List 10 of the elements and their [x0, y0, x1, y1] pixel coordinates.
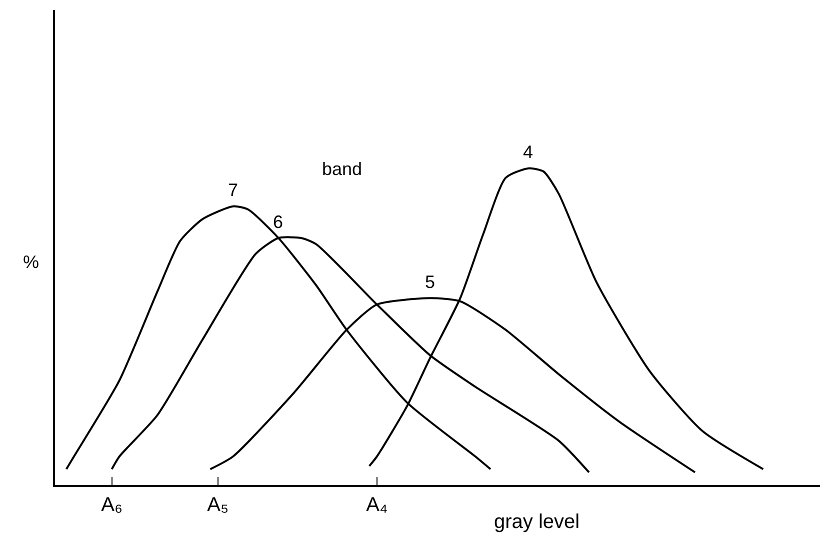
x-tick-label: A₆: [101, 494, 123, 516]
series-label: 6: [273, 212, 284, 232]
series-label: 5: [425, 272, 436, 292]
x-tick-label: A₅: [207, 494, 229, 516]
series-label: 7: [228, 180, 238, 200]
series-label: 4: [523, 142, 534, 162]
annotation: band: [322, 159, 362, 179]
y-axis-title: %: [23, 252, 40, 272]
x-axis-title: gray level: [494, 511, 580, 533]
x-tick-label: A₄: [366, 494, 388, 516]
